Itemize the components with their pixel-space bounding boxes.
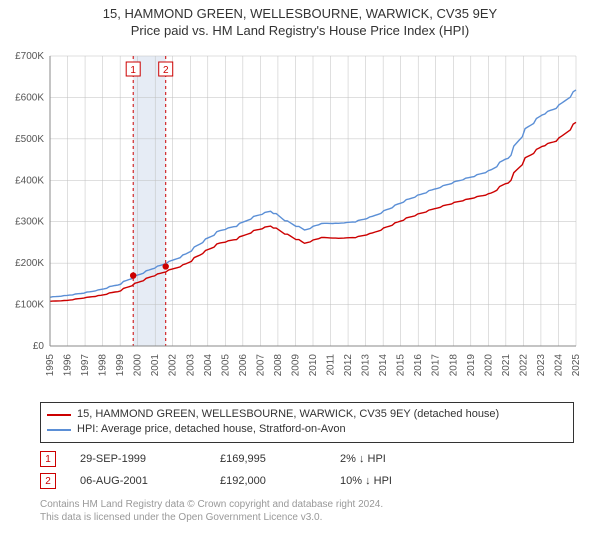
legend-row-2: HPI: Average price, detached house, Stra… <box>47 422 567 437</box>
marker-row-2: 2 06-AUG-2001 £192,000 10% ↓ HPI <box>40 470 420 492</box>
title-line-2: Price paid vs. HM Land Registry's House … <box>0 23 600 38</box>
svg-text:2021: 2021 <box>501 354 512 377</box>
marker-pct-1: 2% ↓ HPI <box>340 453 420 465</box>
legend-swatch-2 <box>47 429 71 431</box>
marker-date-1: 29-SEP-1999 <box>80 453 220 465</box>
marker-id-box-1: 1 <box>40 451 56 467</box>
svg-text:1999: 1999 <box>115 354 126 377</box>
svg-text:2025: 2025 <box>571 354 582 377</box>
svg-text:2007: 2007 <box>255 354 266 377</box>
svg-text:£0: £0 <box>33 341 45 352</box>
svg-text:2005: 2005 <box>220 354 231 377</box>
marker-price-2: £192,000 <box>220 475 340 487</box>
chart-title-block: 15, HAMMOND GREEN, WELLESBOURNE, WARWICK… <box>0 0 600 38</box>
svg-text:2015: 2015 <box>396 354 407 377</box>
svg-text:2016: 2016 <box>413 354 424 377</box>
marker-price-1: £169,995 <box>220 453 340 465</box>
svg-text:2000: 2000 <box>133 354 144 377</box>
svg-text:£300K: £300K <box>15 217 44 228</box>
svg-text:1997: 1997 <box>80 354 91 377</box>
marker-date-2: 06-AUG-2001 <box>80 475 220 487</box>
svg-text:2022: 2022 <box>518 354 529 377</box>
svg-text:2011: 2011 <box>326 354 337 376</box>
svg-text:2001: 2001 <box>150 354 161 377</box>
svg-text:1996: 1996 <box>63 354 74 377</box>
svg-text:1995: 1995 <box>45 354 56 377</box>
markers-table: 1 29-SEP-1999 £169,995 2% ↓ HPI 2 06-AUG… <box>40 448 420 492</box>
svg-text:2020: 2020 <box>483 354 494 377</box>
chart: £0 £100K £200K £300K £400K £500K £600K £700K 199… <box>0 46 600 396</box>
svg-text:2019: 2019 <box>466 354 477 377</box>
marker-id-box-2: 2 <box>40 473 56 489</box>
marker-id-1: 1 <box>45 454 51 465</box>
svg-text:£600K: £600K <box>15 92 44 103</box>
svg-text:£500K: £500K <box>15 134 44 145</box>
svg-text:2006: 2006 <box>238 354 249 377</box>
svg-text:2010: 2010 <box>308 354 319 377</box>
marker-id-2: 2 <box>45 476 51 487</box>
svg-text:£700K: £700K <box>15 51 44 62</box>
svg-text:£400K: £400K <box>15 175 44 186</box>
legend-label-2: HPI: Average price, detached house, Stra… <box>77 422 346 437</box>
svg-text:1: 1 <box>130 65 136 76</box>
svg-text:£200K: £200K <box>15 258 44 269</box>
svg-text:2002: 2002 <box>168 354 179 377</box>
marker-row-1: 1 29-SEP-1999 £169,995 2% ↓ HPI <box>40 448 420 470</box>
svg-text:2018: 2018 <box>448 354 459 377</box>
svg-text:2004: 2004 <box>203 354 214 377</box>
title-line-1: 15, HAMMOND GREEN, WELLESBOURNE, WARWICK… <box>0 6 600 21</box>
svg-text:2008: 2008 <box>273 354 284 377</box>
legend-row-1: 15, HAMMOND GREEN, WELLESBOURNE, WARWICK… <box>47 407 567 422</box>
svg-text:1998: 1998 <box>98 354 109 377</box>
svg-text:2013: 2013 <box>361 354 372 377</box>
legend: 15, HAMMOND GREEN, WELLESBOURNE, WARWICK… <box>40 402 574 443</box>
svg-text:2017: 2017 <box>431 354 442 377</box>
svg-text:2014: 2014 <box>378 354 389 377</box>
svg-text:2009: 2009 <box>290 354 301 377</box>
footnote: Contains HM Land Registry data © Crown c… <box>40 498 383 524</box>
legend-swatch-1 <box>47 414 71 416</box>
svg-text:2024: 2024 <box>553 354 564 377</box>
footnote-line-2: This data is licensed under the Open Gov… <box>40 511 383 524</box>
chart-svg: £0 £100K £200K £300K £400K £500K £600K £700K 199… <box>0 46 600 396</box>
legend-label-1: 15, HAMMOND GREEN, WELLESBOURNE, WARWICK… <box>77 407 499 422</box>
svg-text:2023: 2023 <box>536 354 547 377</box>
svg-text:£100K: £100K <box>15 300 44 311</box>
svg-text:2003: 2003 <box>185 354 196 377</box>
svg-text:2: 2 <box>163 65 169 76</box>
marker-pct-2: 10% ↓ HPI <box>340 475 420 487</box>
footnote-line-1: Contains HM Land Registry data © Crown c… <box>40 498 383 511</box>
svg-text:2012: 2012 <box>343 354 354 377</box>
